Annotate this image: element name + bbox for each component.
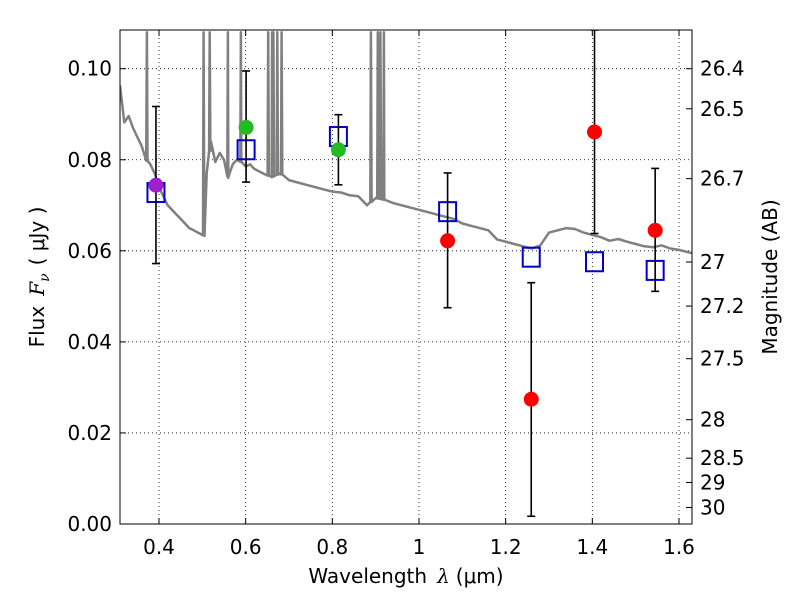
y-tick-label: 0.06 <box>67 239 112 263</box>
y2-tick-label: 26.7 <box>700 167 745 191</box>
observed-flux-point <box>523 391 539 407</box>
grid <box>120 30 692 525</box>
observed-flux-point <box>238 119 254 135</box>
observed-flux-point <box>440 233 456 249</box>
model-photometry-point <box>521 246 541 268</box>
y2-tick-label: 28.5 <box>700 446 745 470</box>
y2-tick-label: 27.2 <box>700 294 745 318</box>
model-photometry-point <box>585 251 604 273</box>
y2-tick-label: 27 <box>700 250 725 274</box>
y-tick-label: 0.10 <box>67 57 112 81</box>
x-axis-label: Wavelength λ (μm) <box>308 564 503 588</box>
y-tick-label: 0.04 <box>67 330 112 354</box>
x-tick-label: 0.4 <box>143 535 175 559</box>
y-axis-label: FluxFν( μJy ) <box>25 207 53 348</box>
y-tick-label: 0.08 <box>67 148 112 172</box>
x-tick-label: 1.2 <box>490 535 522 559</box>
y2-tick-label: 26.5 <box>700 97 745 121</box>
y-tick-label: 0.02 <box>67 421 112 445</box>
sed-model-line <box>120 31 692 255</box>
x-tick-label: 1 <box>413 535 426 559</box>
y2-tick-label: 27.5 <box>700 347 745 371</box>
x-tick-label: 0.8 <box>316 535 348 559</box>
y2-tick-label: 30 <box>700 495 725 519</box>
y2-tick-label: 29 <box>700 470 725 494</box>
x-tick-label: 1.6 <box>663 535 695 559</box>
y-tick-label: 0.00 <box>67 512 112 536</box>
observed-flux-point <box>330 142 346 158</box>
observed-flux-point <box>148 177 164 193</box>
observed-flux-point <box>587 124 602 140</box>
y2-tick-label: 28 <box>700 408 725 432</box>
x-tick-label: 1.4 <box>576 535 608 559</box>
y2-axis-label: Magnitude (AB) <box>758 199 782 354</box>
plot-area <box>120 30 692 518</box>
plot-frame <box>119 29 693 525</box>
observed-flux-point <box>647 222 663 238</box>
x-tick-label: 0.6 <box>230 535 262 559</box>
y2-tick-label: 26.4 <box>700 57 745 81</box>
axes: 0.4 0.6 0.8 1 1.2 1.4 1.6 0.00 0.02 0.04 0.06 0.08 0… <box>67 30 745 559</box>
